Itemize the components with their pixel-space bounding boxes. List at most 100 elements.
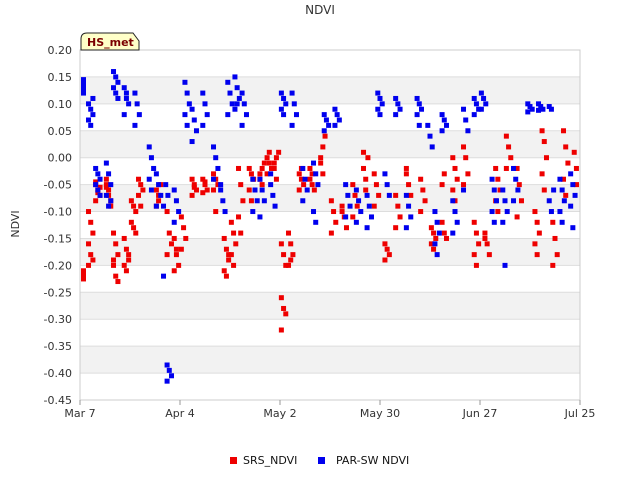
- data-point: [93, 179, 99, 185]
- data-point: [257, 171, 263, 177]
- data-point: [200, 190, 206, 196]
- data-point: [541, 139, 547, 145]
- data-point: [296, 171, 302, 177]
- data-point: [81, 85, 86, 91]
- data-point: [81, 77, 86, 83]
- data-point: [557, 176, 563, 182]
- data-point: [568, 171, 574, 177]
- data-point: [300, 165, 306, 171]
- data-point: [111, 230, 117, 236]
- data-point: [311, 209, 317, 215]
- data-point: [153, 187, 159, 193]
- data-point: [461, 144, 467, 150]
- data-point: [441, 171, 447, 177]
- data-point: [168, 373, 174, 379]
- data-point: [489, 209, 495, 215]
- data-point: [403, 192, 409, 198]
- data-point: [371, 171, 377, 177]
- data-point: [246, 187, 252, 193]
- data-point: [384, 246, 390, 252]
- data-point: [534, 219, 540, 225]
- y-tick-label: -0.40: [44, 367, 72, 380]
- data-point: [186, 101, 192, 107]
- data-point: [311, 187, 317, 193]
- data-point: [434, 252, 440, 258]
- data-point: [281, 252, 287, 258]
- legend-label-par-sw: PAR-SW NDVI: [336, 454, 409, 467]
- data-point: [500, 219, 506, 225]
- data-point: [81, 82, 86, 88]
- data-point: [81, 87, 86, 93]
- data-point: [189, 176, 195, 182]
- data-point: [313, 171, 319, 177]
- data-point: [548, 209, 554, 215]
- data-point: [257, 176, 263, 182]
- data-point: [384, 182, 390, 188]
- data-point: [320, 171, 326, 177]
- data-point: [93, 182, 99, 188]
- data-point: [538, 104, 544, 110]
- data-point: [313, 219, 319, 225]
- data-point: [493, 165, 499, 171]
- data-point: [563, 192, 569, 198]
- data-point: [236, 214, 242, 220]
- data-point: [283, 311, 289, 317]
- data-point: [450, 230, 456, 236]
- data-point: [257, 214, 263, 220]
- data-point: [226, 257, 232, 263]
- data-point: [358, 209, 364, 215]
- data-point: [115, 279, 121, 285]
- data-point: [191, 117, 197, 123]
- data-point: [121, 112, 127, 118]
- data-point: [377, 95, 383, 101]
- data-point: [339, 209, 345, 215]
- data-point: [347, 203, 353, 209]
- data-point: [278, 106, 284, 112]
- data-point: [334, 112, 340, 118]
- data-point: [164, 362, 170, 368]
- data-point: [491, 219, 497, 225]
- data-point: [156, 182, 162, 188]
- data-point: [121, 235, 127, 241]
- data-point: [286, 262, 292, 268]
- data-point: [148, 155, 154, 161]
- data-point: [133, 230, 139, 236]
- data-point: [184, 90, 190, 96]
- data-point: [574, 182, 579, 188]
- data-point: [236, 95, 242, 101]
- data-point: [375, 90, 381, 96]
- y-tick-label: 0.20: [48, 44, 73, 57]
- data-point: [189, 192, 195, 198]
- data-point: [261, 198, 267, 204]
- data-point: [140, 187, 146, 193]
- data-point: [259, 182, 265, 188]
- data-point: [81, 79, 86, 85]
- grid-band: [80, 292, 580, 320]
- data-point: [236, 165, 242, 171]
- data-point: [422, 198, 428, 204]
- y-tick-label: 0.10: [48, 98, 73, 111]
- data-point: [103, 160, 109, 166]
- data-point: [273, 176, 279, 182]
- data-point: [261, 160, 267, 166]
- data-point: [328, 198, 334, 204]
- data-point: [181, 225, 187, 231]
- data-point: [443, 122, 449, 128]
- data-point: [213, 155, 219, 161]
- data-point: [193, 128, 199, 134]
- data-point: [191, 182, 197, 188]
- data-point: [539, 128, 545, 134]
- data-point: [418, 106, 424, 112]
- grid-band: [80, 238, 580, 266]
- data-point: [525, 101, 531, 107]
- data-point: [121, 262, 127, 268]
- data-point: [281, 112, 287, 118]
- data-point: [221, 235, 227, 241]
- data-point: [322, 133, 328, 139]
- data-point: [146, 144, 152, 150]
- data-point: [471, 95, 477, 101]
- data-point: [264, 171, 270, 177]
- grid-band: [80, 373, 580, 400]
